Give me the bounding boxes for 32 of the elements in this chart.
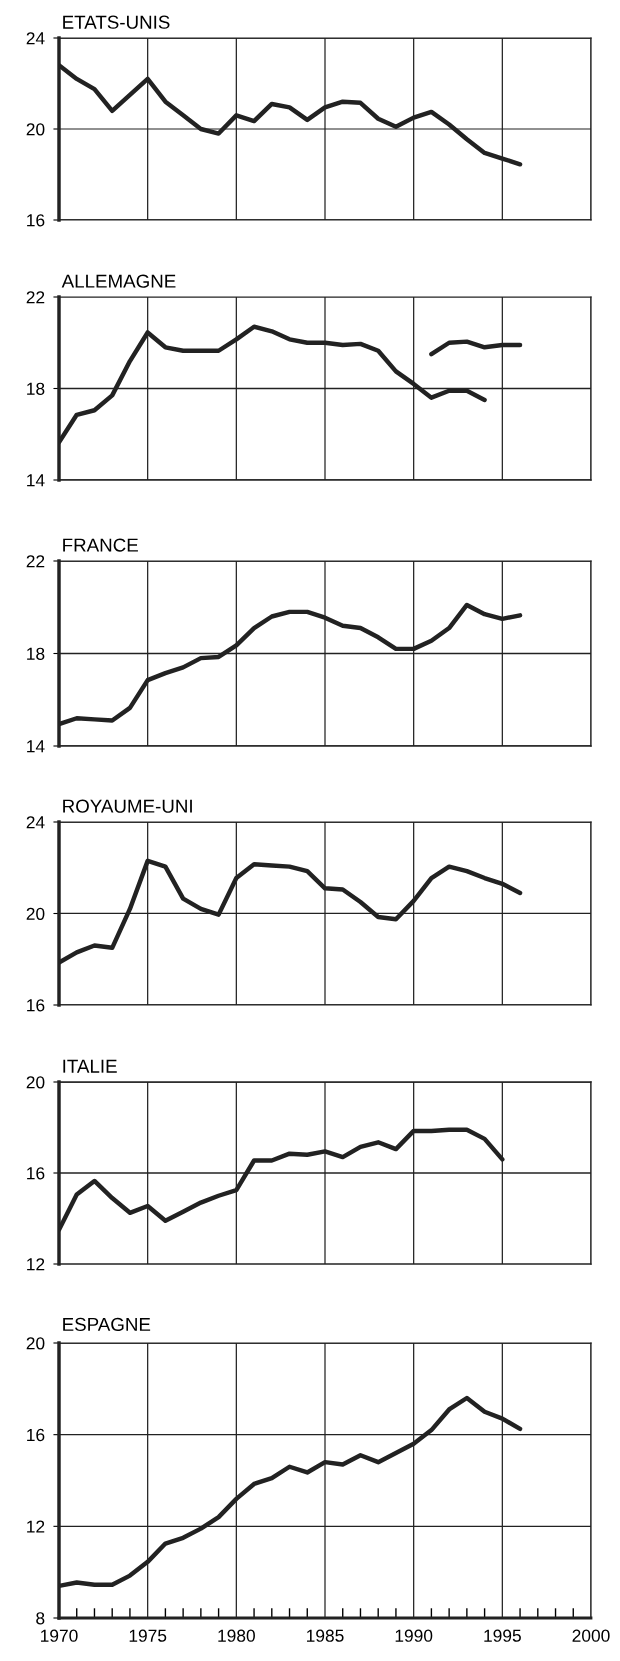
y-tick-label: 16	[27, 999, 45, 1012]
y-tick-label: 20	[26, 1076, 45, 1089]
chart-title: ETATS-UNIS	[63, 15, 170, 29]
y-tick-label: 16	[27, 214, 45, 227]
x-tick-label: 2000	[572, 1629, 610, 1642]
y-tick-label: 8	[36, 1612, 45, 1625]
x-tick-label: 1970	[41, 1629, 78, 1642]
y-tick-label: 20	[26, 1337, 45, 1350]
y-tick-label: 24	[26, 32, 45, 45]
x-tick-label: 1975	[129, 1629, 167, 1642]
y-tick-label: 16	[27, 1428, 45, 1442]
x-tick-label: 1980	[218, 1629, 255, 1642]
y-tick-label: 18	[27, 647, 45, 660]
y-tick-label: 14	[27, 474, 45, 487]
chart-title: ESPAGNE	[63, 1317, 151, 1332]
y-tick-label: 22	[26, 555, 45, 568]
y-tick-label: 12	[27, 1258, 45, 1271]
y-tick-label: 18	[27, 382, 45, 395]
y-tick-label: 20	[26, 123, 45, 136]
y-tick-label: 24	[26, 816, 45, 829]
y-tick-label: 16	[27, 1167, 45, 1180]
x-tick-label: 1990	[395, 1629, 433, 1642]
x-tick-label: 1995	[484, 1629, 521, 1642]
y-tick-label: 14	[27, 740, 45, 753]
chart-title: ROYAUME-UNI	[63, 799, 192, 813]
chart-title: ALLEMAGNE	[61, 274, 176, 288]
y-tick-label: 12	[27, 1520, 45, 1533]
chart-title: FRANCE	[63, 538, 138, 552]
chart-title: ITALIE	[63, 1059, 117, 1073]
y-tick-label: 22	[26, 291, 45, 304]
y-tick-label: 20	[26, 907, 45, 920]
x-tick-label: 1985	[307, 1629, 344, 1642]
